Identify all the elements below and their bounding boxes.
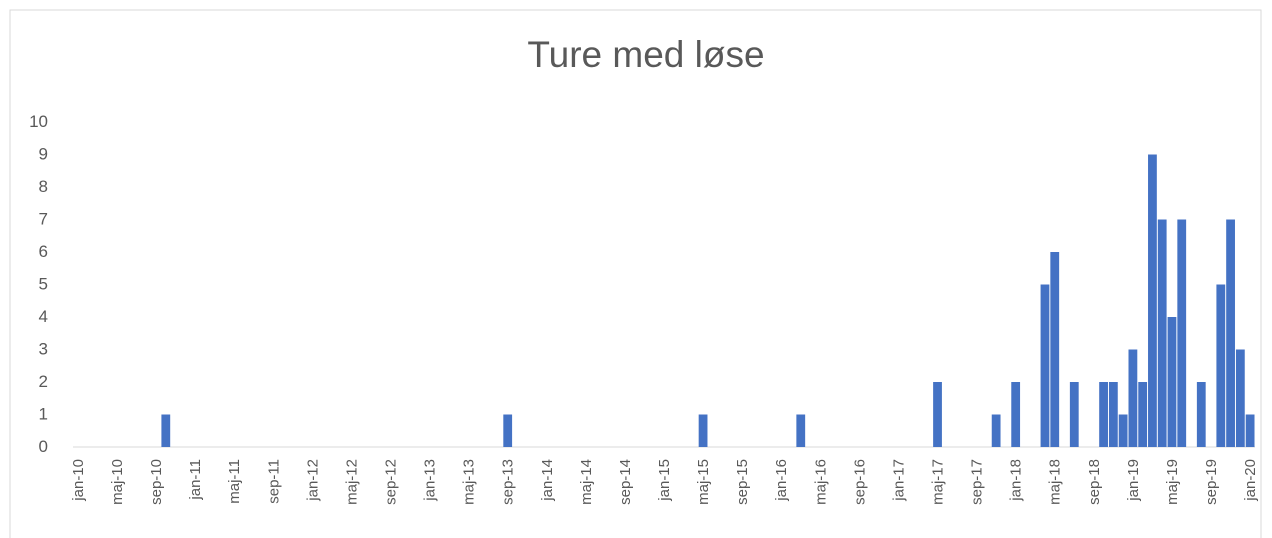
y-tick-label: 0 xyxy=(39,437,48,456)
chart-title: Ture med løse xyxy=(527,34,764,75)
bar xyxy=(991,414,1001,447)
bar xyxy=(1108,382,1118,447)
x-tick-label: jan-20 xyxy=(1242,459,1259,502)
y-tick-label: 2 xyxy=(39,372,48,391)
bar xyxy=(1235,349,1245,447)
x-tick-label: maj-12 xyxy=(343,459,360,505)
x-tick-label: maj-13 xyxy=(461,459,478,505)
y-tick-label: 6 xyxy=(39,242,48,261)
bar xyxy=(1118,414,1128,447)
bar xyxy=(1040,284,1050,447)
x-tick-label: jan-11 xyxy=(187,459,204,501)
bar xyxy=(1138,382,1148,447)
x-tick-label: maj-10 xyxy=(109,459,126,505)
x-tick-label: jan-13 xyxy=(422,459,439,502)
x-tick-label: jan-14 xyxy=(539,459,556,502)
x-tick-label: maj-14 xyxy=(578,459,595,505)
x-tick-label: sep-12 xyxy=(382,459,399,505)
bar xyxy=(1069,382,1079,447)
y-tick-label: 4 xyxy=(39,307,48,326)
bar xyxy=(1157,219,1167,447)
bar xyxy=(1216,284,1226,447)
bar xyxy=(1177,219,1187,447)
x-tick-label: maj-11 xyxy=(226,459,243,504)
y-tick-label: 5 xyxy=(39,275,48,294)
chart-frame xyxy=(9,9,1262,538)
bar xyxy=(698,414,708,447)
bar xyxy=(1050,252,1060,447)
bar xyxy=(1099,382,1108,447)
x-tick-label: sep-16 xyxy=(851,459,868,505)
x-tick-label: jan-18 xyxy=(1008,459,1025,502)
x-tick-label: maj-18 xyxy=(1047,459,1064,505)
y-tick-label: 7 xyxy=(39,210,48,229)
x-tick-label: sep-19 xyxy=(1203,459,1220,505)
x-tick-label: sep-11 xyxy=(265,459,282,504)
x-tick-label: jan-16 xyxy=(773,459,790,502)
y-tick-label: 1 xyxy=(39,405,48,424)
x-tick-label: maj-19 xyxy=(1164,459,1181,505)
bar xyxy=(1128,349,1138,447)
bar xyxy=(1148,154,1157,447)
bar xyxy=(1196,382,1206,447)
x-tick-label: maj-16 xyxy=(812,459,829,505)
bar xyxy=(503,414,513,447)
bar xyxy=(161,414,171,447)
x-tick-label: sep-13 xyxy=(500,459,517,505)
x-tick-label: sep-17 xyxy=(969,459,986,505)
bar xyxy=(933,382,942,447)
x-tick-label: maj-17 xyxy=(930,459,947,505)
bar xyxy=(1245,414,1255,447)
x-tick-label: sep-10 xyxy=(148,459,165,505)
x-tick-label: jan-19 xyxy=(1125,459,1142,502)
y-tick-label: 10 xyxy=(29,112,48,131)
y-tick-label: 9 xyxy=(39,145,48,164)
x-tick-label: jan-10 xyxy=(70,459,87,502)
x-tick-label: sep-14 xyxy=(617,459,634,505)
bar xyxy=(1011,382,1021,447)
x-tick-label: jan-12 xyxy=(304,459,321,502)
x-tick-label: sep-18 xyxy=(1086,459,1103,505)
x-tick-label: sep-15 xyxy=(734,459,751,505)
bar xyxy=(1167,317,1177,447)
y-tick-label: 3 xyxy=(39,340,48,359)
x-tick-label: jan-17 xyxy=(890,459,907,502)
x-tick-label: maj-15 xyxy=(695,459,712,505)
x-tick-label: jan-15 xyxy=(656,459,673,502)
bar xyxy=(796,414,806,447)
bar xyxy=(1226,219,1235,447)
y-tick-label: 8 xyxy=(39,177,48,196)
